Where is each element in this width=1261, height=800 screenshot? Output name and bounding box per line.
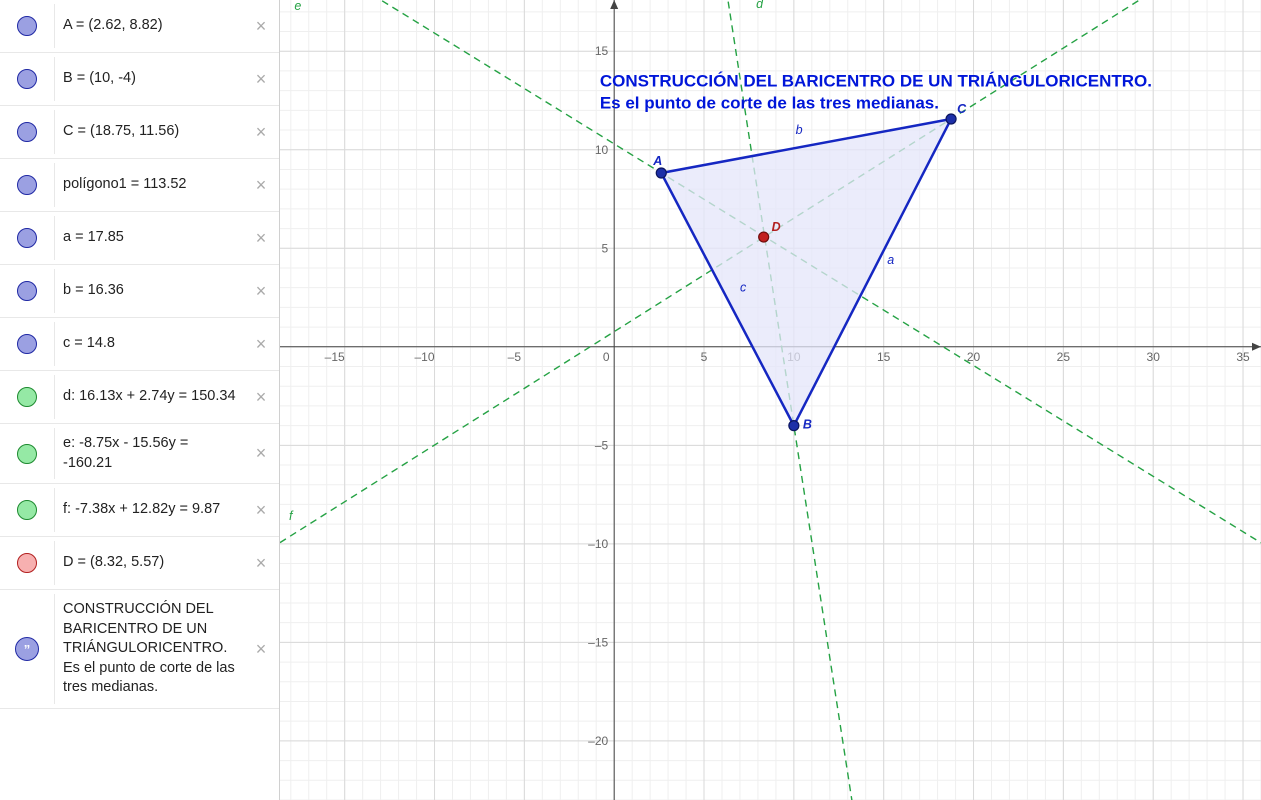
algebra-label[interactable]: a = 17.85: [55, 222, 249, 254]
side-label-b: b: [796, 123, 803, 137]
row-visibility-toggle[interactable]: ”: [0, 594, 55, 704]
median-label-f: f: [289, 509, 294, 523]
algebra-label[interactable]: b = 16.36: [55, 275, 249, 307]
delete-object-button[interactable]: ×: [249, 443, 279, 464]
delete-object-button[interactable]: ×: [249, 122, 279, 143]
delete-object-button[interactable]: ×: [249, 334, 279, 355]
object-color-icon: [17, 500, 37, 520]
object-color-icon: [17, 69, 37, 89]
algebra-label[interactable]: d: 16.13x + 2.74y = 150.34: [55, 381, 249, 413]
algebra-row[interactable]: d: 16.13x + 2.74y = 150.34×: [0, 371, 279, 424]
object-color-icon: [17, 122, 37, 142]
row-visibility-toggle[interactable]: [0, 375, 55, 419]
row-visibility-toggle[interactable]: [0, 269, 55, 313]
triangle[interactable]: [661, 119, 951, 426]
delete-object-button[interactable]: ×: [249, 16, 279, 37]
algebra-label[interactable]: C = (18.75, 11.56): [55, 116, 249, 148]
algebra-row[interactable]: a = 17.85×: [0, 212, 279, 265]
vertex-C[interactable]: [946, 114, 956, 124]
algebra-label[interactable]: D = (8.32, 5.57): [55, 547, 249, 579]
median-line-d[interactable]: [280, 0, 1261, 800]
row-visibility-toggle[interactable]: [0, 216, 55, 260]
vertex-label-C: C: [957, 102, 967, 116]
object-color-icon: [17, 334, 37, 354]
y-tick-label: –15: [588, 635, 608, 649]
y-tick-label: 5: [601, 241, 608, 255]
row-visibility-toggle[interactable]: [0, 4, 55, 48]
y-tick-label: 15: [595, 44, 609, 58]
object-color-icon: [17, 281, 37, 301]
row-visibility-toggle[interactable]: [0, 488, 55, 532]
algebra-label[interactable]: c = 14.8: [55, 328, 249, 360]
delete-object-button[interactable]: ×: [249, 69, 279, 90]
object-color-icon: [17, 16, 37, 36]
graph-title-line: Es el punto de corte de las tres mediana…: [600, 94, 939, 113]
median-label-d: d: [756, 0, 764, 11]
delete-object-button[interactable]: ×: [249, 175, 279, 196]
algebra-label[interactable]: A = (2.62, 8.82): [55, 10, 249, 42]
row-visibility-toggle[interactable]: [0, 57, 55, 101]
x-tick-label: 5: [701, 350, 708, 364]
vertex-B[interactable]: [789, 421, 799, 431]
graph-title-line: CONSTRUCCIÓN DEL BARICENTRO DE UN TRIÁNG…: [600, 72, 1152, 91]
y-tick-label: –10: [588, 537, 608, 551]
delete-object-button[interactable]: ×: [249, 228, 279, 249]
object-color-icon: [17, 175, 37, 195]
delete-object-button[interactable]: ×: [249, 500, 279, 521]
algebra-row[interactable]: B = (10, -4)×: [0, 53, 279, 106]
y-tick-label: –20: [588, 734, 608, 748]
vertex-label-A: A: [652, 154, 662, 168]
text-object-icon: ”: [15, 637, 39, 661]
y-tick-label: 10: [595, 143, 609, 157]
algebra-label[interactable]: f: -7.38x + 12.82y = 9.87: [55, 494, 249, 526]
x-tick-label: 20: [967, 350, 981, 364]
side-label-a: a: [887, 253, 894, 267]
object-color-icon: [17, 387, 37, 407]
object-color-icon: [17, 444, 37, 464]
algebra-row[interactable]: c = 14.8×: [0, 318, 279, 371]
x-tick-label: 35: [1236, 350, 1250, 364]
row-visibility-toggle[interactable]: [0, 428, 55, 479]
algebra-label[interactable]: CONSTRUCCIÓN DEL BARICENTRO DE UN TRIÁNG…: [55, 594, 249, 704]
object-color-icon: [17, 553, 37, 573]
algebra-panel: A = (2.62, 8.82)×B = (10, -4)×C = (18.75…: [0, 0, 280, 800]
x-tick-label: 15: [877, 350, 891, 364]
y-tick-label: –5: [595, 438, 609, 452]
median-label-e: e: [294, 0, 301, 13]
vertex-label-B: B: [803, 418, 812, 432]
vertex-A[interactable]: [656, 168, 666, 178]
x-tick-label: 30: [1147, 350, 1161, 364]
algebra-row[interactable]: D = (8.32, 5.57)×: [0, 537, 279, 590]
x-tick-label: –5: [508, 350, 522, 364]
side-label-c: c: [740, 281, 747, 295]
y-axis-arrow: [610, 0, 618, 9]
x-tick-label: –15: [325, 350, 345, 364]
centroid-label: D: [772, 220, 781, 234]
delete-object-button[interactable]: ×: [249, 639, 279, 660]
algebra-row[interactable]: A = (2.62, 8.82)×: [0, 0, 279, 53]
algebra-row[interactable]: ” CONSTRUCCIÓN DEL BARICENTRO DE UN TRIÁN…: [0, 590, 279, 709]
algebra-label[interactable]: e: -8.75x - 15.56y = -160.21: [55, 428, 249, 479]
algebra-row[interactable]: f: -7.38x + 12.82y = 9.87×: [0, 484, 279, 537]
algebra-row[interactable]: b = 16.36×: [0, 265, 279, 318]
x-axis-arrow: [1252, 343, 1261, 351]
delete-object-button[interactable]: ×: [249, 387, 279, 408]
x-tick-label: 25: [1057, 350, 1071, 364]
delete-object-button[interactable]: ×: [249, 553, 279, 574]
algebra-row[interactable]: e: -8.75x - 15.56y = -160.21×: [0, 424, 279, 484]
x-tick-label: 0: [603, 350, 610, 364]
x-tick-label: –10: [415, 350, 435, 364]
algebra-row[interactable]: C = (18.75, 11.56)×: [0, 106, 279, 159]
row-visibility-toggle[interactable]: [0, 322, 55, 366]
delete-object-button[interactable]: ×: [249, 281, 279, 302]
algebra-label[interactable]: polígono1 = 113.52: [55, 169, 249, 201]
object-color-icon: [17, 228, 37, 248]
row-visibility-toggle[interactable]: [0, 110, 55, 154]
centroid-point[interactable]: [759, 232, 769, 242]
row-visibility-toggle[interactable]: [0, 541, 55, 585]
algebra-row[interactable]: polígono1 = 113.52×: [0, 159, 279, 212]
graph-view[interactable]: –15–10–505101520253035–20–15–10–551015de…: [280, 0, 1261, 800]
algebra-label[interactable]: B = (10, -4): [55, 63, 249, 95]
row-visibility-toggle[interactable]: [0, 163, 55, 207]
